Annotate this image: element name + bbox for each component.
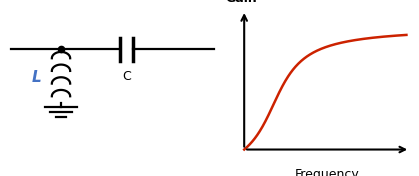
- Text: L: L: [32, 70, 42, 85]
- Text: Frequency: Frequency: [295, 168, 360, 176]
- Text: C: C: [122, 70, 131, 83]
- Text: Gain: Gain: [226, 0, 258, 5]
